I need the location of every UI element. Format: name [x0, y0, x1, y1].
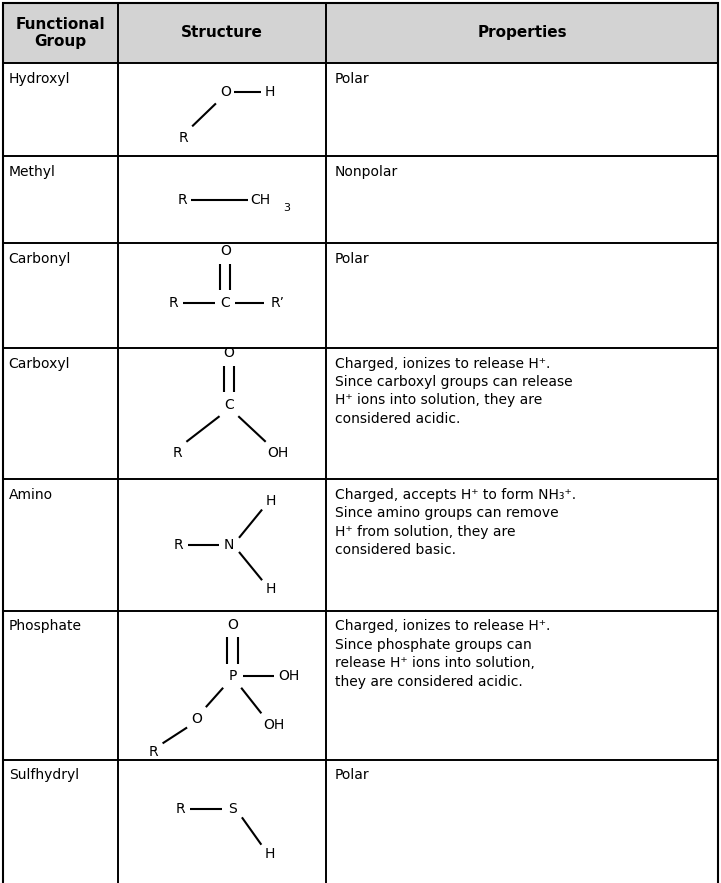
- Bar: [118, 3, 326, 63]
- Text: Polar: Polar: [335, 252, 369, 266]
- Bar: [118, 610, 326, 759]
- Text: Nonpolar: Nonpolar: [335, 165, 398, 179]
- Text: Functional
Group: Functional Group: [15, 17, 105, 49]
- Bar: [118, 3, 326, 63]
- Text: CH: CH: [251, 192, 270, 207]
- Text: R: R: [174, 538, 183, 552]
- Bar: [326, 610, 718, 759]
- Text: Structure: Structure: [181, 26, 262, 41]
- Text: OH: OH: [278, 669, 299, 683]
- Text: C: C: [221, 296, 230, 310]
- Text: OH: OH: [264, 718, 285, 732]
- Text: R: R: [172, 446, 182, 460]
- Bar: [326, 479, 718, 610]
- Bar: [3, 348, 118, 479]
- Bar: [326, 610, 718, 759]
- Text: OH: OH: [267, 446, 288, 460]
- Bar: [326, 348, 718, 479]
- Text: R’: R’: [270, 296, 284, 310]
- Text: Hydroxyl: Hydroxyl: [9, 72, 70, 86]
- Bar: [3, 759, 118, 883]
- Text: Carboxyl: Carboxyl: [9, 357, 70, 371]
- Text: Polar: Polar: [335, 768, 369, 782]
- Bar: [3, 348, 118, 479]
- Text: O: O: [220, 245, 231, 259]
- Bar: [118, 63, 326, 156]
- Bar: [326, 63, 718, 156]
- Bar: [118, 156, 326, 243]
- Bar: [3, 759, 118, 883]
- Bar: [118, 479, 326, 610]
- Bar: [118, 479, 326, 610]
- Bar: [326, 759, 718, 883]
- Text: Sulfhydryl: Sulfhydryl: [9, 768, 79, 782]
- Text: C: C: [224, 397, 234, 411]
- Bar: [326, 156, 718, 243]
- Bar: [3, 243, 118, 348]
- Text: Phosphate: Phosphate: [9, 619, 81, 633]
- Bar: [118, 63, 326, 156]
- Text: R: R: [177, 192, 187, 207]
- Text: 3: 3: [283, 202, 290, 213]
- Bar: [326, 243, 718, 348]
- Bar: [326, 348, 718, 479]
- Bar: [326, 759, 718, 883]
- Bar: [326, 243, 718, 348]
- Bar: [3, 610, 118, 759]
- Text: O: O: [224, 346, 234, 360]
- Bar: [3, 610, 118, 759]
- Bar: [3, 156, 118, 243]
- Bar: [118, 156, 326, 243]
- Bar: [326, 156, 718, 243]
- Text: R: R: [169, 296, 178, 310]
- Bar: [3, 3, 118, 63]
- Text: O: O: [220, 85, 231, 99]
- Bar: [118, 348, 326, 479]
- Text: R: R: [179, 131, 188, 145]
- Text: H: H: [265, 847, 275, 861]
- Text: R: R: [149, 745, 158, 759]
- Text: Charged, ionizes to release H⁺.
Since carboxyl groups can release
H⁺ ions into s: Charged, ionizes to release H⁺. Since ca…: [335, 357, 572, 426]
- Bar: [118, 759, 326, 883]
- Bar: [326, 3, 718, 63]
- Text: Carbonyl: Carbonyl: [9, 252, 71, 266]
- Text: R: R: [176, 803, 185, 817]
- Bar: [3, 156, 118, 243]
- Text: Polar: Polar: [335, 72, 369, 86]
- Bar: [326, 63, 718, 156]
- Text: Amino: Amino: [9, 488, 53, 502]
- Text: Charged, accepts H⁺ to form NH₃⁺.
Since amino groups can remove
H⁺ from solution: Charged, accepts H⁺ to form NH₃⁺. Since …: [335, 488, 575, 557]
- Text: O: O: [191, 712, 202, 726]
- Bar: [3, 479, 118, 610]
- Bar: [118, 243, 326, 348]
- Bar: [118, 243, 326, 348]
- Text: H: H: [265, 494, 276, 508]
- Text: Methyl: Methyl: [9, 165, 56, 179]
- Bar: [326, 479, 718, 610]
- Text: Charged, ionizes to release H⁺.
Since phosphate groups can
release H⁺ ions into : Charged, ionizes to release H⁺. Since ph…: [335, 619, 550, 689]
- Text: H: H: [265, 85, 275, 99]
- Text: Properties: Properties: [477, 26, 567, 41]
- Bar: [3, 3, 118, 63]
- Text: S: S: [228, 803, 237, 817]
- Text: H: H: [265, 582, 276, 596]
- Bar: [118, 759, 326, 883]
- Bar: [3, 63, 118, 156]
- Bar: [3, 243, 118, 348]
- Bar: [3, 63, 118, 156]
- Bar: [118, 610, 326, 759]
- Bar: [118, 348, 326, 479]
- Text: N: N: [224, 538, 234, 552]
- Bar: [3, 479, 118, 610]
- Text: P: P: [229, 669, 236, 683]
- Bar: [326, 3, 718, 63]
- Text: O: O: [227, 618, 238, 632]
